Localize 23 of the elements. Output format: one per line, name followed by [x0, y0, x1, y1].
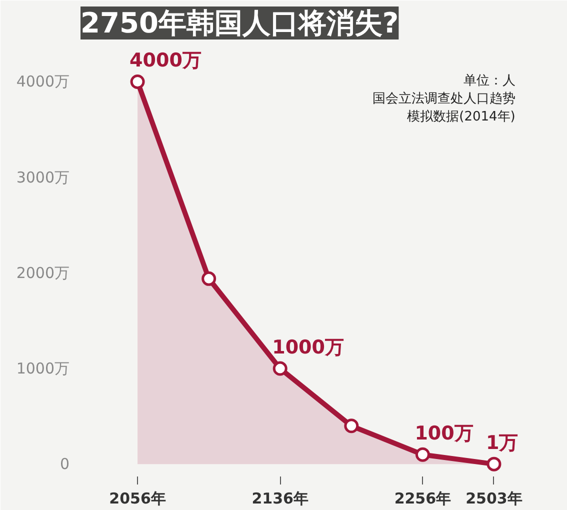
annotation: 模拟数据(2014年) [407, 110, 516, 124]
point [130, 74, 145, 89]
data-label: 100万 [414, 422, 474, 445]
point [272, 361, 288, 376]
chart-title: 2750年韩国人口将消失? [80, 6, 399, 40]
data-label: 4000万 [130, 50, 202, 72]
y-tick-label: 2000万 [16, 264, 70, 282]
y-tick-label: 0 [60, 455, 70, 474]
y-tick-label: 4000万 [16, 72, 70, 91]
y-tick-label: 3000万 [16, 168, 70, 186]
point [415, 447, 430, 462]
y-tick-label: 1000万 [16, 360, 70, 378]
annotation: 国会立法调查处人口趋势 [372, 90, 516, 106]
x-tick-label: 2136年 [252, 490, 308, 508]
x-tick-label: 2503年 [466, 490, 522, 508]
x-tick-label: 2056年 [109, 490, 166, 508]
point [202, 271, 216, 286]
point [344, 418, 359, 434]
data-label: 1万 [486, 432, 518, 454]
x-tick-label: 2256年 [394, 490, 452, 508]
data-label: 1000万 [272, 336, 344, 359]
point [486, 456, 502, 472]
annotation: 单位：人 [463, 74, 516, 88]
